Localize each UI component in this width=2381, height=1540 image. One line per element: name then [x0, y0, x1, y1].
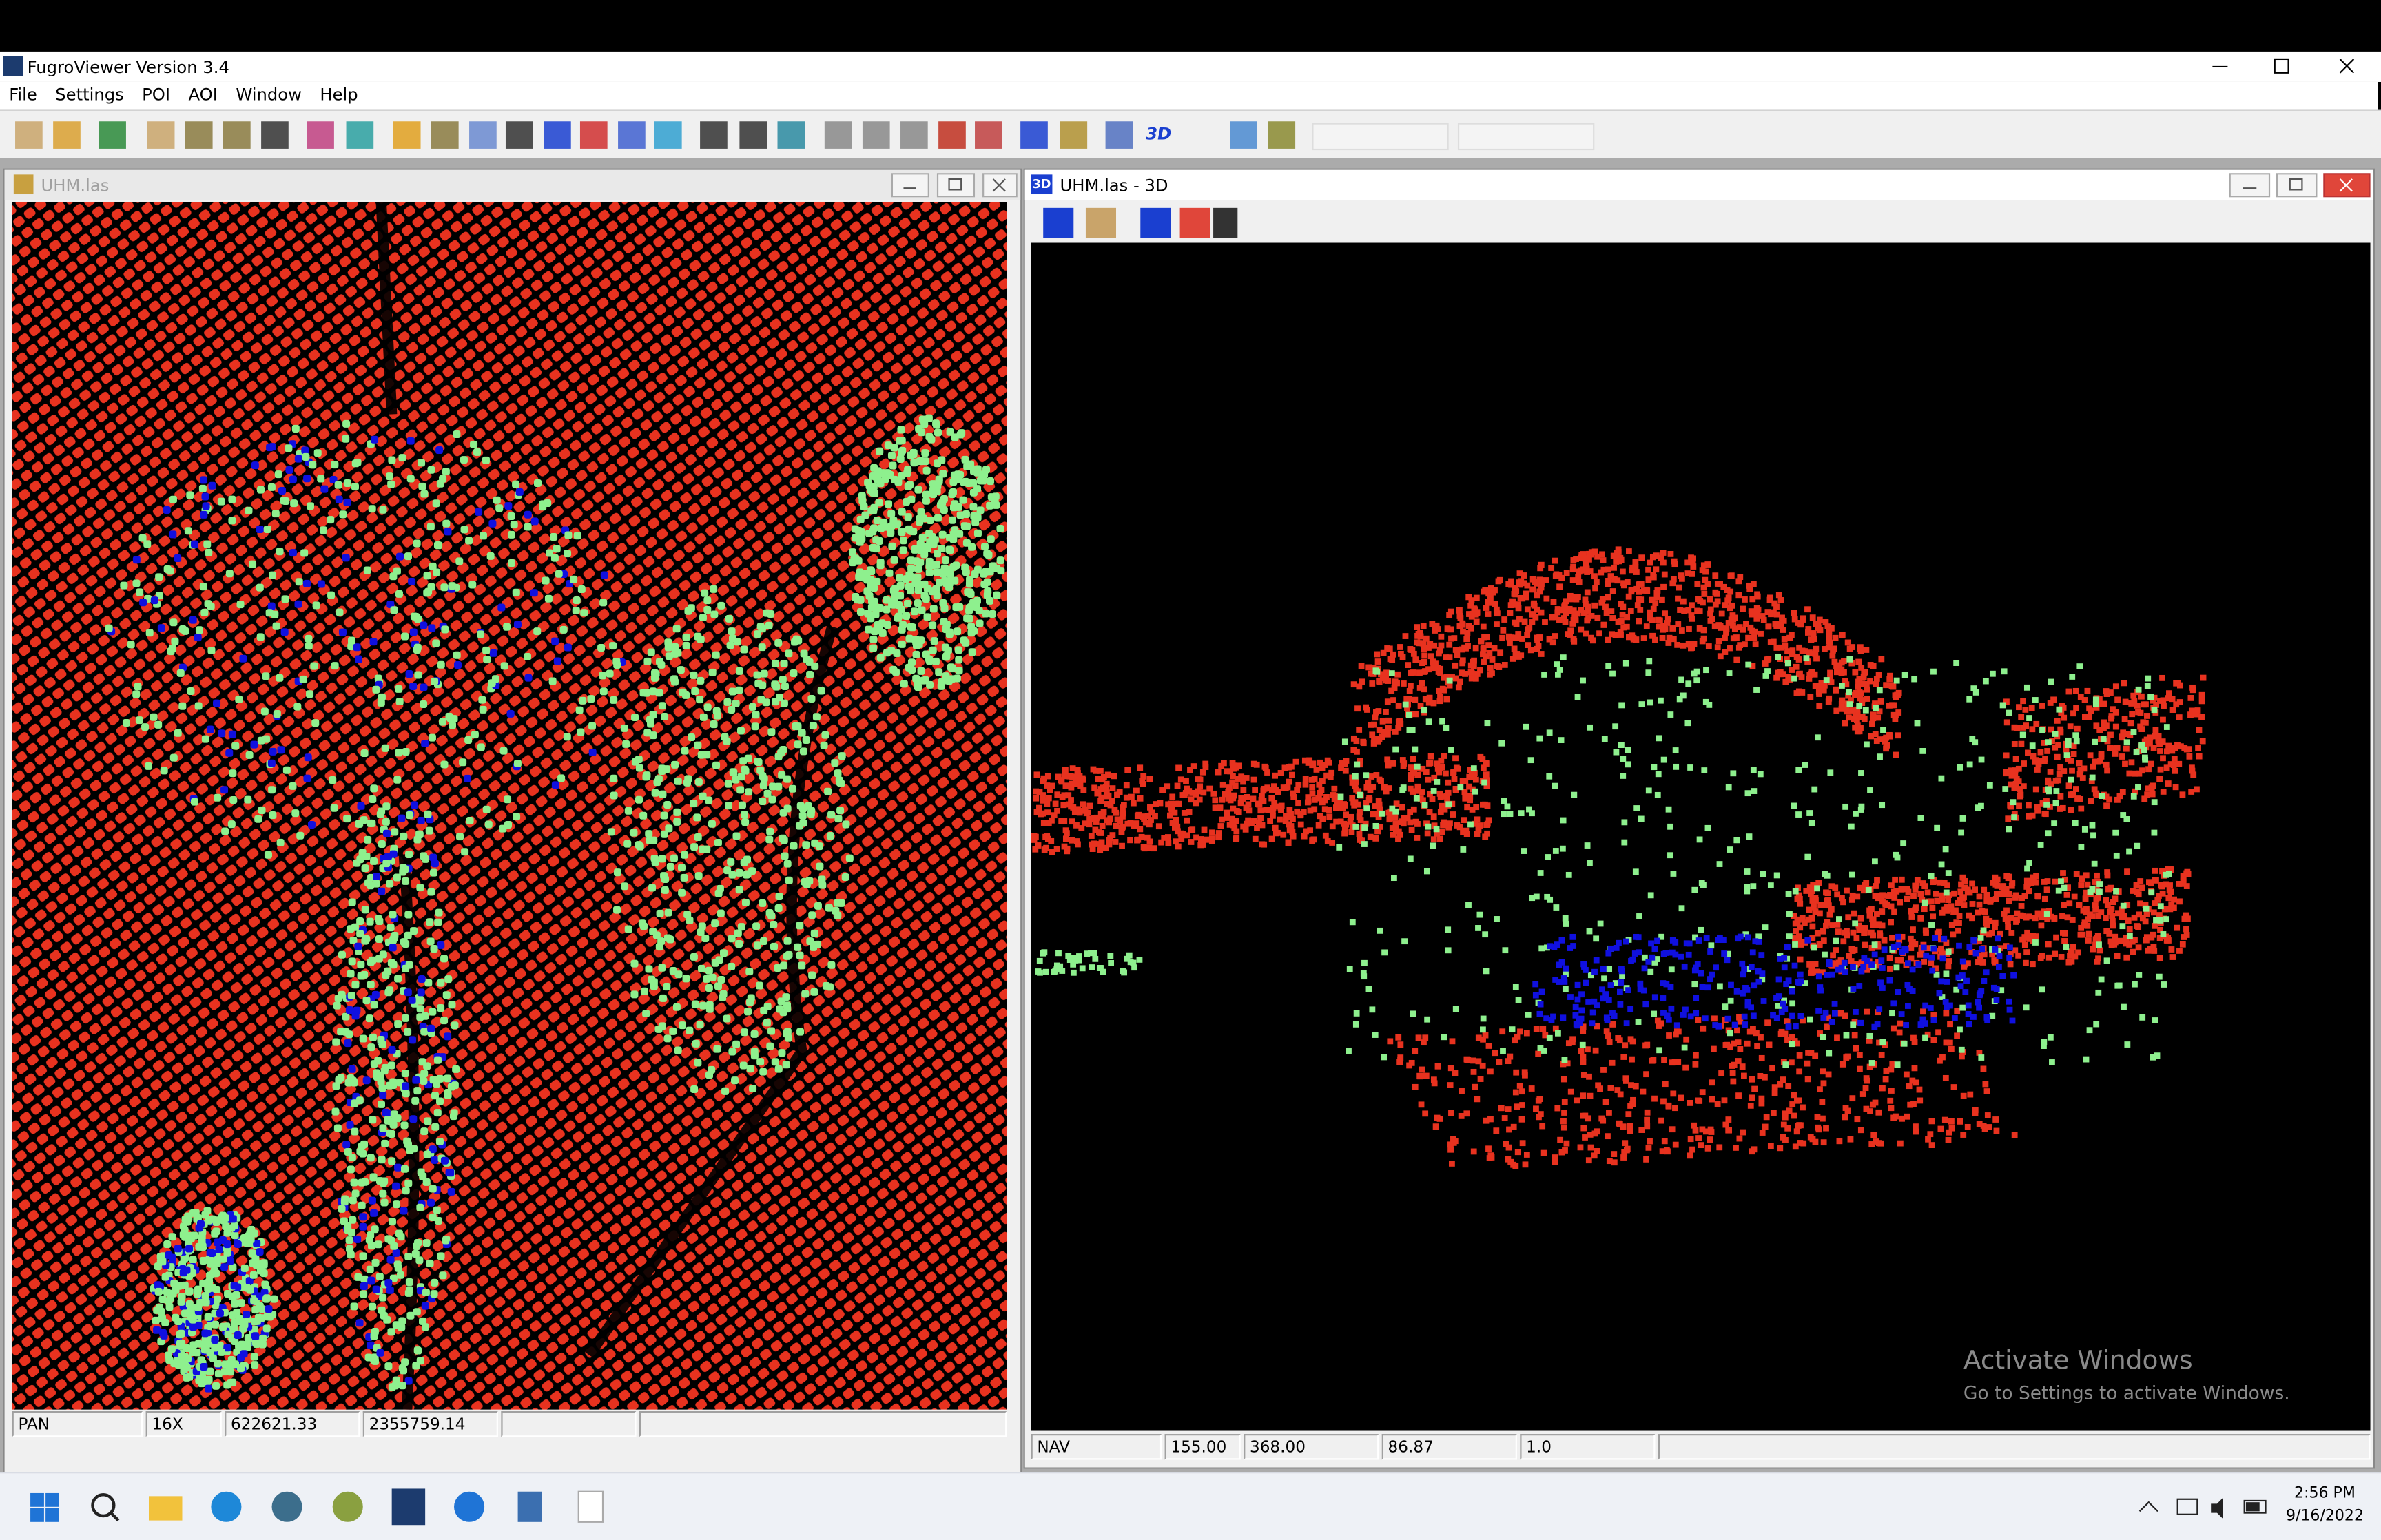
toolbar-button[interactable]	[1268, 121, 1295, 149]
status-field	[639, 1411, 1007, 1437]
status-zoom: 16X	[146, 1411, 222, 1437]
menu-item[interactable]: File	[9, 85, 37, 105]
tray-icons[interactable]	[2135, 1495, 2271, 1522]
toolbar-button[interactable]	[223, 121, 251, 149]
toolbar-button[interactable]	[99, 121, 126, 149]
window-icon	[14, 174, 34, 194]
toolbar-button[interactable]	[544, 121, 571, 149]
view-toolbar[interactable]	[1040, 205, 1238, 241]
toolbar-button[interactable]	[53, 121, 81, 149]
status-field: 155.00	[1165, 1434, 1241, 1459]
status-bar: PAN 16X 622621.33 2355759.14	[12, 1411, 1007, 1439]
toolbar-button[interactable]	[347, 121, 374, 149]
toolbar-button[interactable]	[654, 121, 682, 149]
toolbar-button[interactable]	[393, 121, 421, 149]
status-field: 86.87	[1382, 1434, 1517, 1459]
point-cloud-2d[interactable]	[12, 202, 1007, 1410]
window-3d: 3D UHM.las - 3D Activate Windows Go to S…	[1024, 169, 2375, 1469]
toolbar-button[interactable]	[863, 121, 890, 149]
window-title: UHM.las	[41, 176, 110, 196]
menu-item[interactable]: POI	[142, 85, 170, 105]
toolbar-button[interactable]	[777, 121, 805, 149]
toolbar-button[interactable]	[469, 121, 497, 149]
toolbar-button[interactable]	[1020, 121, 1048, 149]
toolbar-button[interactable]	[185, 121, 213, 149]
status-field	[1658, 1434, 2371, 1459]
status-y: 2355759.14	[363, 1411, 498, 1437]
status-mode: NAV	[1031, 1434, 1162, 1459]
toolbar-button[interactable]	[15, 121, 43, 149]
menu-item[interactable]: Help	[320, 85, 358, 105]
status-mode: PAN	[12, 1411, 143, 1437]
toolbar-3d-button[interactable]: 3D	[1142, 121, 1175, 149]
clock-time: 2:56 PM	[2278, 1486, 2372, 1502]
taskbar: 2:56 PM 9/16/2022	[0, 1472, 2381, 1540]
status-bar: NAV 155.00 368.00 86.87 1.0	[1031, 1434, 2371, 1461]
toolbar-button[interactable]	[938, 121, 966, 149]
toolbar	[0, 110, 2381, 160]
toolbar-button[interactable]	[900, 121, 928, 149]
clock-date: 9/16/2022	[2278, 1508, 2372, 1525]
toolbar-button[interactable]	[1106, 121, 1133, 149]
toolbar-field	[1458, 123, 1594, 150]
toolbar-button[interactable]	[618, 121, 646, 149]
app-icon	[3, 56, 23, 76]
menu-item[interactable]: AOI	[189, 85, 218, 105]
window-controls[interactable]	[891, 173, 1019, 197]
toolbar-button[interactable]	[825, 121, 852, 149]
toolbar-field	[1312, 123, 1448, 150]
toolbar-button[interactable]	[580, 121, 608, 149]
toolbar-button[interactable]	[431, 121, 459, 149]
menu-item[interactable]: Window	[236, 85, 302, 105]
window-title: UHM.las - 3D	[1060, 176, 1168, 196]
toolbar-button[interactable]	[261, 121, 289, 149]
toolbar-button[interactable]	[1060, 121, 1087, 149]
toolbar-button[interactable]	[147, 121, 175, 149]
taskbar-icons[interactable]	[28, 1488, 605, 1528]
window-icon: 3D	[1031, 174, 1053, 194]
toolbar-button[interactable]	[506, 121, 533, 149]
watermark-title: Activate Windows	[1963, 1346, 2193, 1376]
window-title-bar: 3D UHM.las - 3D	[1025, 170, 2373, 200]
window-controls[interactable]	[2229, 173, 2372, 197]
toolbar-button[interactable]	[975, 121, 1002, 149]
window-2d: UHM.las PAN 16X 622621.33 2355759.14	[3, 169, 1022, 1474]
watermark-subtitle: Go to Settings to activate Windows.	[1963, 1382, 2290, 1404]
toolbar-button[interactable]	[307, 121, 334, 149]
toolbar-button[interactable]	[700, 121, 728, 149]
window-title-bar: UHM.las	[5, 170, 1021, 200]
toolbar-button[interactable]	[1230, 121, 1257, 149]
point-cloud-3d[interactable]	[1031, 243, 2371, 1431]
app-title: FugroViewer Version 3.4	[28, 58, 229, 78]
status-field: 1.0	[1520, 1434, 1655, 1459]
status-field: 368.00	[1244, 1434, 1379, 1459]
title-bar: FugroViewer Version 3.4	[0, 52, 2381, 82]
menu-bar: File Settings POI AOI Window Help	[0, 82, 2378, 110]
status-field	[501, 1411, 636, 1437]
toolbar-button[interactable]	[739, 121, 767, 149]
menu-item[interactable]: Settings	[55, 85, 123, 105]
status-x: 622621.33	[225, 1411, 360, 1437]
window-controls[interactable]	[2202, 52, 2369, 82]
